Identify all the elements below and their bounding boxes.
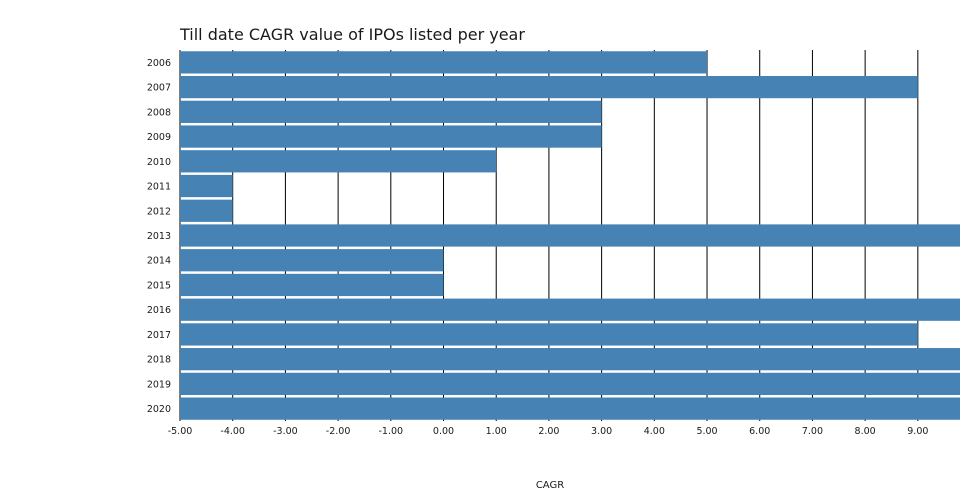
x-tick-label: -3.00: [273, 426, 298, 437]
y-tick-label: 2020: [147, 404, 171, 415]
x-tick-label: 5.00: [696, 426, 717, 437]
y-tick-label: 2016: [147, 305, 171, 316]
y-tick-label: 2011: [147, 182, 171, 193]
x-tick-label: 2.00: [538, 426, 559, 437]
bars: [180, 51, 960, 420]
bar-2007: [180, 75, 918, 99]
y-tick-label: 2008: [147, 107, 171, 118]
bar-2019: [180, 372, 960, 396]
y-tick-label: 2013: [147, 231, 171, 242]
bar-2013: [180, 224, 960, 247]
y-tick-label: 2012: [147, 206, 171, 217]
bar-2017: [180, 323, 918, 346]
x-tick-label: 1.00: [486, 426, 507, 437]
y-tick-label: 2015: [147, 280, 171, 291]
y-tick-label: 2014: [147, 256, 171, 267]
y-tick-label: 2019: [147, 379, 171, 390]
bar-2018: [180, 348, 960, 371]
x-axis-title: CAGR: [536, 480, 564, 491]
y-tick-label: 2018: [147, 355, 171, 366]
y-tick-label: 2010: [147, 157, 171, 168]
y-axis-labels: 2006 2007 2008 2009 2010 2011 2012 2013 2014 2015…: [147, 58, 171, 415]
x-tick-label: 0.00: [433, 426, 454, 437]
x-axis-labels: -5.00 -4.00 -3.00 -2.00 -1.00 0.00 1.00 2.00 3.0…: [168, 426, 929, 437]
bar-2009: [180, 125, 602, 148]
bar-2020: [180, 397, 960, 420]
chart-title: Till date CAGR value of IPOs listed per …: [179, 25, 525, 44]
bar-2010: [180, 150, 497, 173]
x-tick-label: 9.00: [907, 426, 928, 437]
y-tick-label: 2007: [147, 83, 171, 94]
x-tick-label: 8.00: [855, 426, 876, 437]
x-tick-label: 7.00: [802, 426, 823, 437]
y-tick-label: 2006: [147, 58, 171, 69]
bar-2016: [180, 298, 960, 321]
bar-2012: [180, 199, 233, 222]
y-tick-label: 2017: [147, 330, 171, 341]
x-tick-label: 3.00: [591, 426, 612, 437]
x-tick-label: 6.00: [749, 426, 770, 437]
bar-2015: [180, 273, 444, 297]
bar-2011: [180, 174, 233, 198]
x-tick-label: -4.00: [220, 426, 245, 437]
bar-2014: [180, 249, 444, 272]
x-tick-label: 4.00: [644, 426, 665, 437]
x-tick-label: -5.00: [168, 426, 193, 437]
x-tick-label: -2.00: [326, 426, 351, 437]
x-tick-label: -1.00: [379, 426, 404, 437]
y-tick-label: 2009: [147, 132, 171, 143]
bar-2008: [180, 100, 602, 123]
bar-2006: [180, 51, 708, 74]
